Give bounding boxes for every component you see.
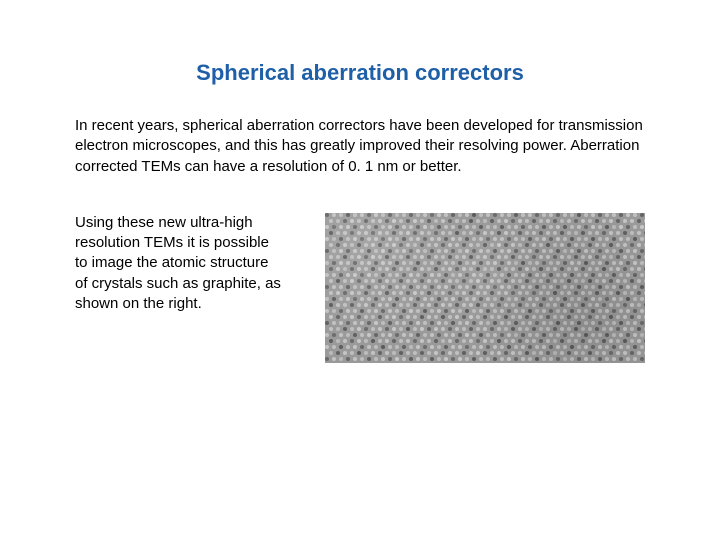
caption-paragraph: Using these new ultra-high resolution TE… [75, 213, 285, 314]
tem-micrograph-image [325, 213, 645, 363]
slide-title: Spherical aberration correctors [75, 60, 645, 86]
slide-container: Spherical aberration correctors In recen… [0, 0, 720, 540]
hex-lattice-pattern [325, 213, 645, 363]
content-row: Using these new ultra-high resolution TE… [75, 213, 645, 363]
intro-paragraph: In recent years, spherical aberration co… [75, 116, 645, 177]
